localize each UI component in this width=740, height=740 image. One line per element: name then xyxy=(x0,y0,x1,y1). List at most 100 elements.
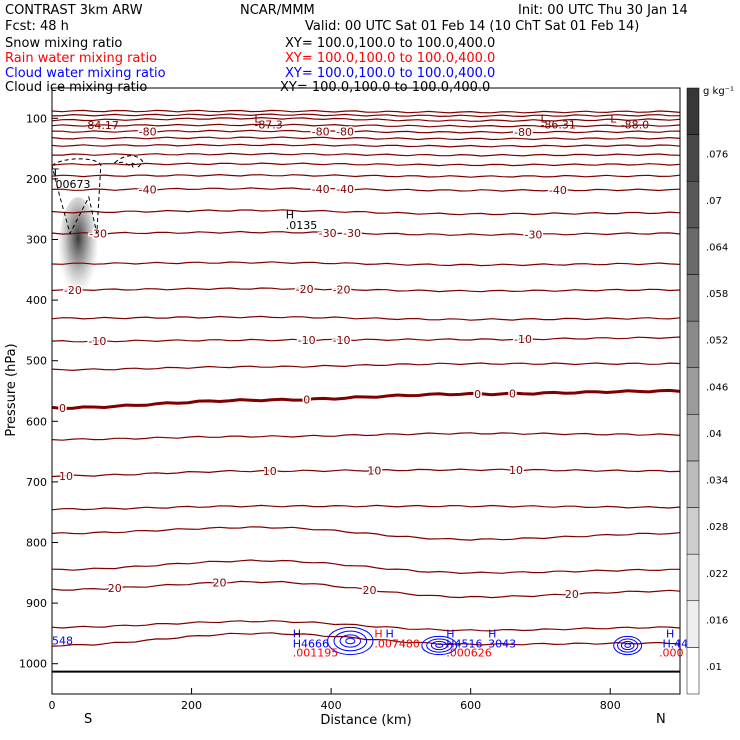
legend-rain-xy: XY= 100.0,100.0 to 100.0,400.0 xyxy=(285,51,496,66)
x-tick-label: 200 xyxy=(181,699,202,712)
extremum-label: .0135 xyxy=(286,219,318,232)
x-tick-label: 600 xyxy=(460,699,481,712)
extremum-label: .007480 xyxy=(374,637,420,650)
extremum-label: 3043 xyxy=(488,637,516,650)
colorbar-label: .076 xyxy=(706,149,728,160)
temperature-contour xyxy=(51,162,681,167)
extremum-label: H xyxy=(286,208,294,221)
contour-label: -10 xyxy=(298,334,316,347)
contour-label: -20 xyxy=(64,284,82,297)
y-tick-label: 500 xyxy=(26,355,47,368)
y-tick-label: 800 xyxy=(26,537,47,550)
extremum-label: T xyxy=(51,166,59,179)
colorbar-swatch xyxy=(686,274,700,322)
contour-label: -40 xyxy=(139,183,157,196)
extremum-label: .000626 xyxy=(446,646,492,659)
colorbar-swatch xyxy=(686,180,700,229)
extremum-label: H xyxy=(386,628,394,641)
contour-label: -30 xyxy=(89,227,107,240)
cloud-water-contour xyxy=(624,643,631,648)
contour-label: 0 xyxy=(59,402,66,415)
colorbar-label: .034 xyxy=(706,476,728,487)
y-tick-label: 900 xyxy=(26,597,47,610)
center-name: NCAR/MMM xyxy=(240,3,315,18)
contour-label: 10 xyxy=(263,465,277,478)
colorbar-swatch xyxy=(686,600,700,648)
extremum-label: L xyxy=(540,113,547,126)
temperature-contour xyxy=(51,173,681,178)
temperature-contour xyxy=(51,113,681,118)
contour-label: -80 xyxy=(336,125,354,138)
y-tick-label: 600 xyxy=(26,415,47,428)
extremum-label: L xyxy=(610,113,617,126)
colorbar-swatch xyxy=(686,414,700,462)
contour-label: -40 xyxy=(549,184,567,197)
extremum-label: H xyxy=(488,628,496,641)
extremum-label: -88.0 xyxy=(621,119,649,132)
colorbar-label: .028 xyxy=(706,522,728,533)
plot-frame xyxy=(51,87,681,695)
contour-label: -30 xyxy=(319,227,337,240)
temperature-contour xyxy=(51,336,681,343)
contour-label: 10 xyxy=(367,464,381,477)
y-tick-label: 100 xyxy=(26,112,47,125)
colorbar-label: .052 xyxy=(706,336,728,347)
colorbar-label: .016 xyxy=(706,615,728,626)
extremum-label: 00673 xyxy=(55,178,90,191)
legend-rain-label: Rain water mixing ratio xyxy=(5,51,158,66)
temperature-contour xyxy=(51,116,681,122)
snow-contour xyxy=(51,158,102,235)
extremum-label: H xyxy=(293,628,301,641)
extremum-label: H xyxy=(446,628,454,641)
legend-cloud-water-xy: XY= 100.0,100.0 to 100.0,400.0 xyxy=(285,66,496,81)
temperature-contour xyxy=(51,136,681,141)
contour-label: -80 xyxy=(139,125,157,138)
colorbar-swatch xyxy=(686,367,700,415)
temperature-contour xyxy=(51,123,681,128)
temperature-contour xyxy=(51,468,681,478)
colorbar-swatch xyxy=(686,507,700,555)
temperature-contour xyxy=(51,129,681,134)
y-tick-label: 300 xyxy=(26,234,47,247)
contour-label: -40 xyxy=(336,183,354,196)
cloud-water-contour xyxy=(421,635,458,656)
extremum-label: 548 xyxy=(52,634,73,647)
y-tick-label: 400 xyxy=(26,294,47,307)
colorbar-label: .058 xyxy=(706,289,728,300)
temperature-contour xyxy=(51,143,681,148)
forecast-hour: Fcst: 48 h xyxy=(5,19,69,34)
cloud-water-contour xyxy=(435,643,444,648)
temperature-contour xyxy=(52,152,681,157)
extremum-label: H4516 xyxy=(446,637,482,650)
temperature-contour xyxy=(51,580,681,599)
temperature-contour xyxy=(51,559,680,575)
colorbar-label: .07 xyxy=(706,196,722,207)
contour-label: 0 xyxy=(509,388,516,401)
colorbar-label: .04 xyxy=(706,429,722,440)
x-tick-label: 0 xyxy=(49,699,56,712)
temperature-contour xyxy=(51,526,681,541)
init-time: Init: 00 UTC Thu 30 Jan 14 xyxy=(518,3,688,18)
snow-contour xyxy=(113,155,144,168)
contour-label: 20 xyxy=(108,582,122,595)
south-end-label: S xyxy=(84,712,92,727)
contour-label: -80 xyxy=(514,126,532,139)
temperature-contour xyxy=(51,504,681,511)
legend-snow-label: Snow mixing ratio xyxy=(5,36,123,51)
contour-label: 10 xyxy=(509,464,523,477)
colorbar-swatch xyxy=(686,553,700,602)
extremum-label: L xyxy=(254,113,261,126)
contour-label: -20 xyxy=(296,283,314,296)
contour-label: -10 xyxy=(333,334,351,347)
contour-label: 0 xyxy=(474,388,481,401)
colorbar-swatch xyxy=(686,647,700,695)
temperature-contour xyxy=(51,432,681,441)
extremum-label: H xyxy=(374,628,382,641)
y-tick-label: 200 xyxy=(26,173,47,186)
contour-label: -40 xyxy=(312,183,330,196)
contour-label: -30 xyxy=(343,227,361,240)
colorbar-swatch xyxy=(686,87,700,135)
model-title: CONTRAST 3km ARW xyxy=(5,3,143,18)
contour-label: -20 xyxy=(333,283,351,296)
